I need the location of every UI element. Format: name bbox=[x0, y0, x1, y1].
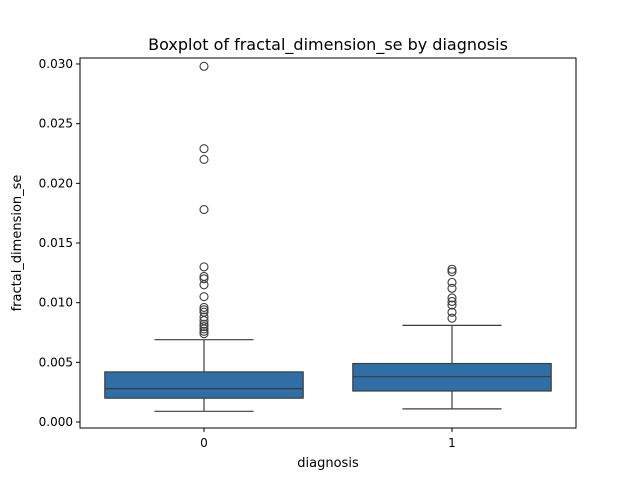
outlier-point bbox=[447, 307, 457, 317]
outlier-point bbox=[447, 264, 457, 274]
chart-marks bbox=[104, 61, 552, 412]
outlier-point bbox=[199, 329, 209, 339]
y-tick-label: 0.015 bbox=[39, 236, 73, 250]
outlier-point bbox=[199, 262, 209, 272]
outlier-point bbox=[447, 267, 457, 277]
iqr-box bbox=[104, 371, 304, 399]
outlier-point bbox=[447, 300, 457, 310]
y-tick-label: 0.010 bbox=[39, 296, 73, 310]
outlier-point bbox=[199, 205, 209, 215]
outlier-point bbox=[199, 321, 209, 332]
outlier-point bbox=[447, 283, 457, 293]
box-group-1 bbox=[352, 264, 552, 410]
outlier-point bbox=[199, 312, 209, 322]
y-tick-label: 0.005 bbox=[39, 355, 73, 369]
outlier-point bbox=[199, 319, 209, 329]
outlier-point bbox=[199, 144, 209, 154]
y-axis-label: fractal_dimension_se bbox=[10, 175, 25, 312]
outlier-point bbox=[199, 154, 209, 165]
axes: 0.000 0.005 0.010 0.015 0.020 0.025 0.030 0 1 bbox=[39, 57, 456, 450]
y-tick-label: 0.020 bbox=[39, 176, 73, 190]
outlier-point bbox=[199, 61, 209, 71]
outlier-point bbox=[447, 313, 457, 323]
outlier-point bbox=[447, 293, 457, 303]
outlier-point bbox=[199, 280, 209, 290]
outlier-point bbox=[199, 302, 209, 313]
y-tick-label: 0.030 bbox=[39, 57, 73, 71]
outlier-point bbox=[447, 296, 457, 307]
x-tick-label: 1 bbox=[448, 436, 456, 450]
outlier-point bbox=[199, 274, 209, 284]
outlier-point bbox=[199, 326, 209, 336]
y-tick-label: 0.000 bbox=[39, 415, 73, 429]
outlier-point bbox=[199, 305, 209, 315]
x-axis-label: diagnosis bbox=[297, 456, 359, 471]
x-tick-label: 0 bbox=[200, 436, 208, 450]
box-group-0 bbox=[104, 61, 304, 412]
outlier-point bbox=[199, 292, 209, 302]
y-tick-label: 0.025 bbox=[39, 117, 73, 131]
chart-title: Boxplot of fractal_dimension_se by diagn… bbox=[148, 35, 508, 55]
outlier-point bbox=[447, 277, 457, 287]
outlier-point bbox=[199, 324, 209, 334]
